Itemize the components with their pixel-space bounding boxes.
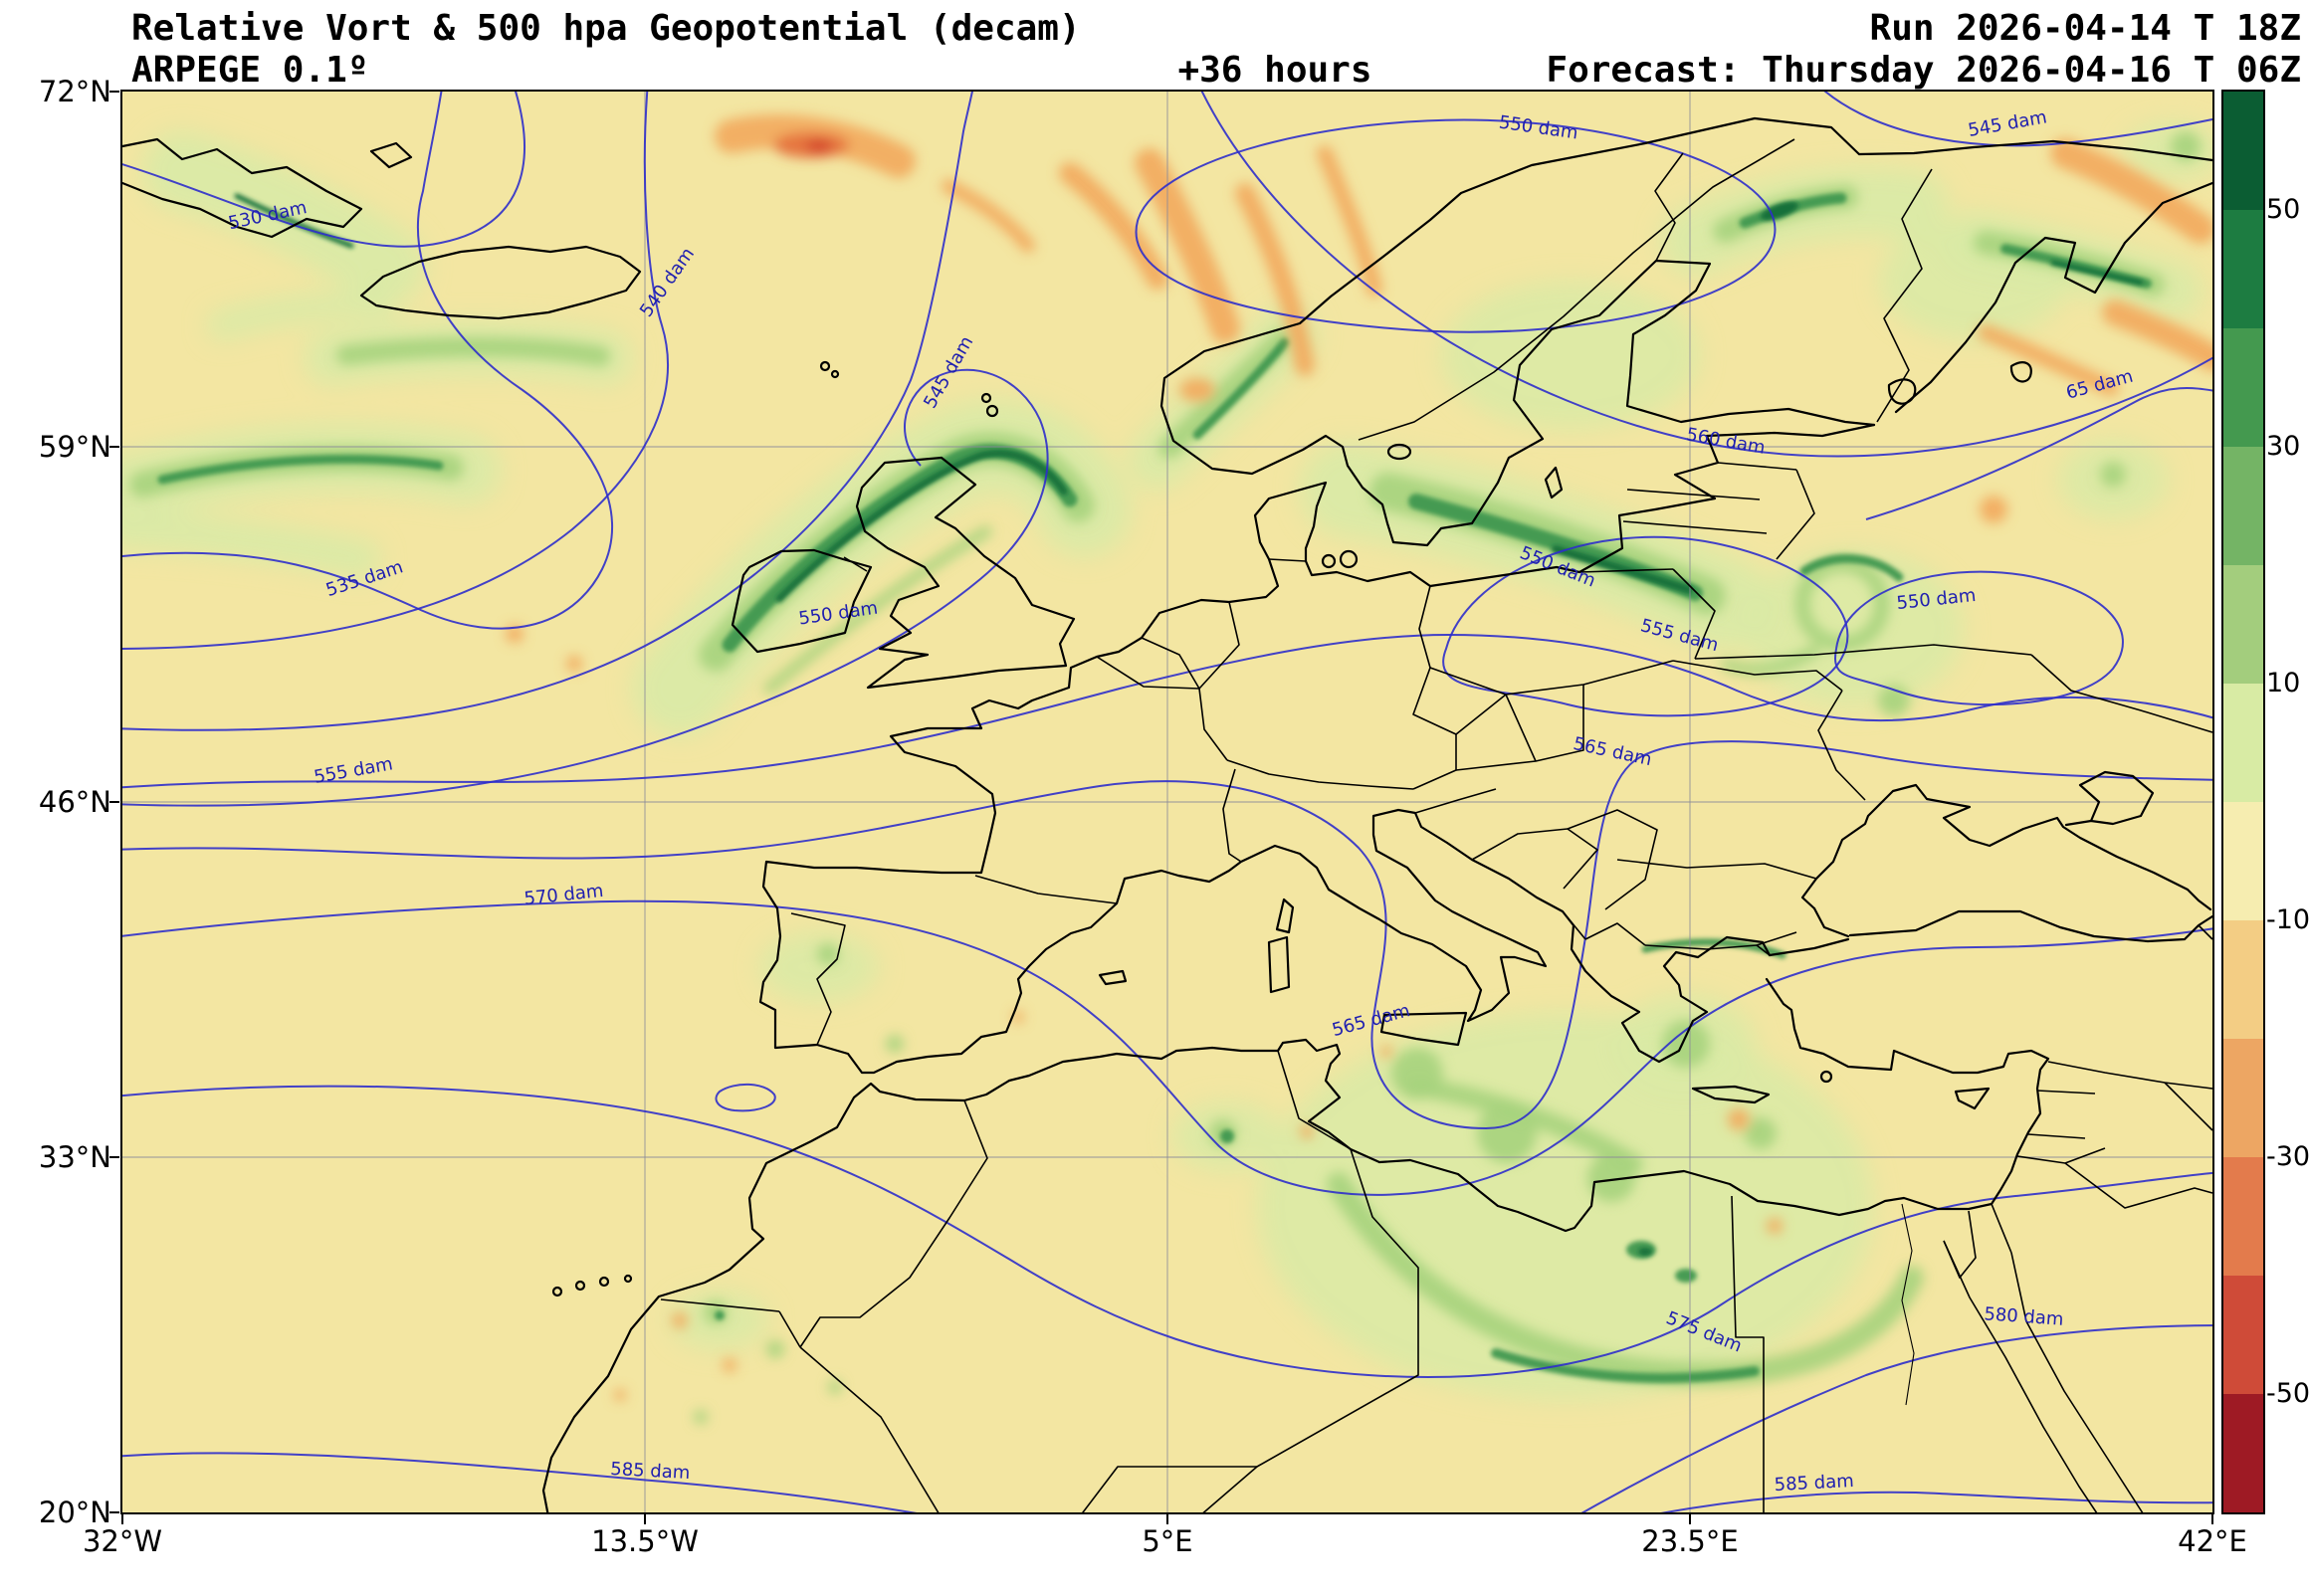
colorbar-segment (2223, 565, 2263, 684)
axis-tick (109, 1156, 119, 1158)
colorbar-segment (2223, 1157, 2263, 1276)
gridlines-layer (122, 92, 2212, 1512)
vorticity-core-layer (234, 193, 2144, 1256)
lon-tick-label: 23.5°E (1641, 1524, 1739, 1558)
colorbar-segment (2223, 1039, 2263, 1157)
coastlines-layer (122, 116, 2212, 1512)
lat-tick-label: 46°N (38, 785, 111, 819)
map-canvas: 530 dam 540 dam 545 dam 550 dam 545 dam … (122, 92, 2212, 1512)
colorbar-segment (2223, 328, 2263, 447)
map-area: 530 dam 540 dam 545 dam 550 dam 545 dam … (120, 90, 2214, 1514)
colorbar-segment (2223, 447, 2263, 565)
colorbar-tick-label: -10 (2266, 904, 2309, 935)
axis-tick (109, 801, 119, 803)
valid-time-label: Forecast: Thursday 2026-04-16 T 06Z (1546, 50, 2301, 91)
axis-tick (2211, 1514, 2213, 1524)
colorbar-segment (2223, 210, 2263, 328)
colorbar-segment (2223, 1394, 2263, 1512)
colorbar-segment (2223, 802, 2263, 920)
run-label: Run 2026-04-14 T 18Z (1869, 8, 2301, 49)
colorbar-segment (2223, 1276, 2263, 1394)
lon-tick-label: 5°E (1142, 1524, 1193, 1558)
axis-tick (121, 1514, 123, 1524)
borders-layer (660, 138, 2212, 1512)
lon-tick-label: 13.5°W (591, 1524, 699, 1558)
colorbar-tick-label: -50 (2266, 1378, 2309, 1409)
axis-tick (644, 1514, 646, 1524)
axis-tick (109, 91, 119, 93)
contour-label: 585 dam (610, 1459, 691, 1484)
lat-tick-label: 33°N (38, 1140, 111, 1174)
contour-label: 585 dam (1774, 1471, 1854, 1496)
lead-time-label: +36 hours (1177, 50, 1372, 91)
colorbar-tick-label: 30 (2266, 431, 2301, 462)
geopotential-contours-layer (122, 92, 2212, 1512)
lat-tick-label: 20°N (38, 1496, 111, 1529)
axis-tick (109, 1511, 119, 1513)
axis-tick (1689, 1514, 1691, 1524)
axis-tick (1166, 1514, 1168, 1524)
colorbar-tick-label: 50 (2266, 194, 2301, 225)
model-label: ARPEGE 0.1º (131, 50, 369, 91)
colorbar-tick-label: -30 (2266, 1141, 2309, 1172)
colorbar-segment (2223, 684, 2263, 802)
lon-tick-label: 32°W (82, 1524, 163, 1558)
colorbar-tick-label: 10 (2266, 668, 2301, 698)
vorticity-negative-layer (506, 114, 2212, 1401)
page-title: Relative Vort & 500 hpa Geopotential (de… (131, 8, 1081, 49)
lon-tick-label: 42°E (2178, 1524, 2247, 1558)
lat-tick-label: 72°N (38, 75, 111, 108)
lat-tick-label: 59°N (38, 430, 111, 464)
colorbar-segment (2223, 92, 2263, 210)
colorbar-segment (2223, 920, 2263, 1039)
colorbar-scale (2221, 90, 2265, 1514)
axis-tick (109, 446, 119, 448)
